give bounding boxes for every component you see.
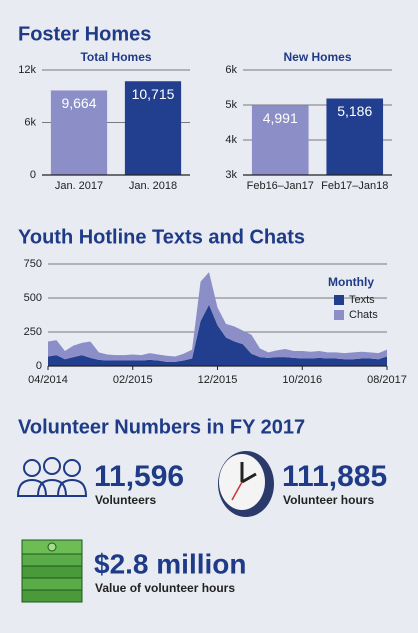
legend-title: Monthly xyxy=(328,275,374,289)
legend-label: Chats xyxy=(349,309,378,321)
legend-label: Texts xyxy=(349,294,375,306)
value-label: 5,186 xyxy=(337,103,372,119)
heading: Youth Hotline Texts and Chats xyxy=(18,226,305,248)
y-tick-label: 5k xyxy=(225,99,237,111)
x-tick-label: Feb17–Jan18 xyxy=(321,180,388,192)
y-tick-label: 6k xyxy=(24,116,36,128)
y-tick-label: 12k xyxy=(18,64,36,76)
area xyxy=(48,304,387,366)
x-tick-label: 10/2016 xyxy=(282,374,322,386)
heading: Volunteer Numbers in FY 2017 xyxy=(18,416,305,438)
value-label: 4,991 xyxy=(263,110,298,126)
stat-label: Volunteer hours xyxy=(283,493,374,507)
bar xyxy=(124,81,182,175)
bar xyxy=(50,90,108,175)
x-tick-label: 02/2015 xyxy=(113,374,153,386)
y-tick-label: 0 xyxy=(36,360,42,372)
chart-title: Total Homes xyxy=(80,50,151,64)
y-tick-label: 750 xyxy=(24,258,42,270)
y-tick-label: 4k xyxy=(225,134,237,146)
stat-label: Value of volunteer hours xyxy=(95,581,235,595)
people-icon xyxy=(16,457,88,497)
clock-icon xyxy=(218,451,274,517)
stat-value: 11,596 xyxy=(94,460,184,493)
x-tick-label: 12/2015 xyxy=(198,374,238,386)
area xyxy=(48,272,387,362)
stat-value: $2.8 million xyxy=(94,548,247,579)
x-tick-label: 04/2014 xyxy=(28,374,68,386)
value-label: 9,664 xyxy=(61,95,96,111)
y-tick-label: 0 xyxy=(30,169,36,181)
money-icon xyxy=(21,539,83,603)
x-tick-label: Jan. 2018 xyxy=(129,180,177,192)
x-tick-label: 08/2017 xyxy=(367,374,407,386)
x-tick-label: Jan. 2017 xyxy=(55,180,103,192)
y-tick-label: 500 xyxy=(24,292,42,304)
bar xyxy=(326,98,384,175)
legend-swatch xyxy=(334,295,344,305)
x-tick-label: Feb16–Jan17 xyxy=(247,180,314,192)
stat-value: 111,885 xyxy=(282,460,387,493)
y-tick-label: 3k xyxy=(225,169,237,181)
heading: Foster Homes xyxy=(18,23,151,45)
legend-swatch xyxy=(334,310,344,320)
chart-title: New Homes xyxy=(283,50,351,64)
bar xyxy=(251,105,309,175)
value-label: 10,715 xyxy=(132,86,175,102)
y-tick-label: 6k xyxy=(225,64,237,76)
y-tick-label: 250 xyxy=(24,326,42,338)
stat-label: Volunteers xyxy=(95,493,156,507)
